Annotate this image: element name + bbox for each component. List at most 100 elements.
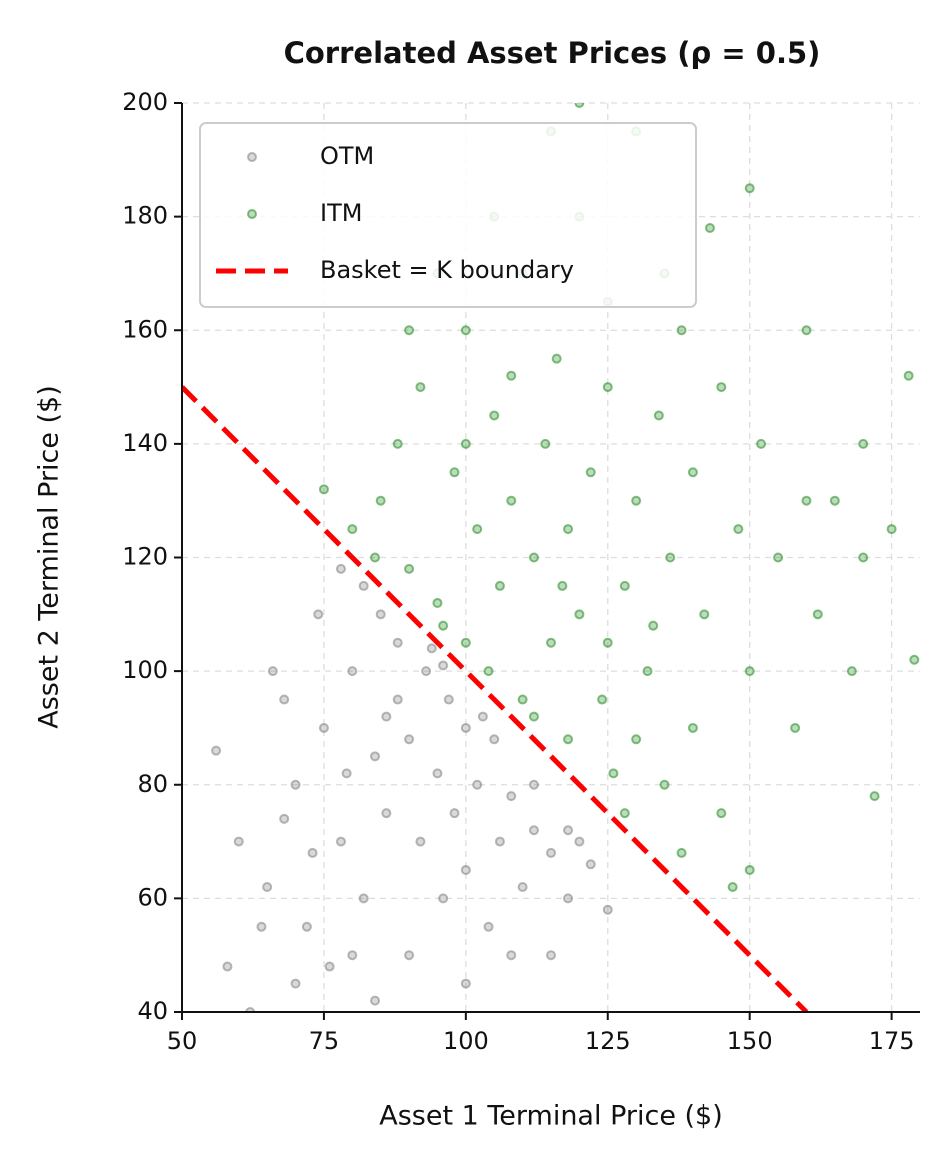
legend-label: ITM: [320, 199, 362, 227]
point: [370, 751, 381, 762]
y-tick-label: 100: [122, 656, 168, 684]
y-tick-label: 60: [137, 883, 168, 911]
y-tick-label: 120: [122, 543, 168, 571]
point: [432, 768, 443, 779]
point: [370, 995, 381, 1006]
point: [608, 768, 619, 779]
point: [528, 779, 539, 790]
point: [546, 637, 556, 648]
point: [602, 637, 613, 648]
point: [335, 836, 346, 847]
point: [460, 438, 471, 449]
point: [443, 694, 454, 705]
point: [370, 552, 381, 563]
y-axis-label: Asset 2 Terminal Price ($): [34, 385, 65, 729]
point: [307, 847, 318, 858]
point: [449, 808, 460, 819]
point: [886, 524, 897, 535]
point: [256, 921, 267, 932]
point: [392, 637, 403, 648]
point: [460, 722, 471, 733]
point: [472, 779, 483, 790]
point: [733, 524, 744, 535]
point: [381, 711, 392, 722]
point: [744, 864, 755, 875]
point: [324, 961, 335, 972]
point: [665, 552, 676, 563]
point: [563, 825, 574, 836]
point: [222, 961, 233, 972]
legend-label: Basket = K boundary: [320, 256, 574, 284]
point: [506, 370, 517, 381]
point: [716, 808, 727, 819]
point: [335, 563, 346, 574]
point: [267, 666, 278, 677]
point: [631, 734, 642, 745]
point: [375, 495, 386, 506]
point: [773, 552, 784, 563]
point: [438, 893, 449, 904]
y-tick-label: 200: [122, 88, 168, 116]
chart-title: Correlated Asset Prices (ρ = 0.5): [284, 36, 821, 70]
point: [546, 847, 556, 858]
point: [347, 666, 358, 677]
point: [460, 637, 471, 648]
point: [744, 183, 755, 194]
point: [392, 438, 403, 449]
point: [563, 524, 574, 535]
point: [426, 643, 437, 654]
point: [858, 438, 869, 449]
point: [279, 813, 290, 824]
point: [557, 580, 568, 591]
point: [460, 864, 471, 875]
point: [506, 495, 517, 506]
point: [358, 580, 369, 591]
point: [404, 563, 415, 574]
point: [642, 666, 653, 677]
point: [494, 836, 505, 847]
point: [347, 524, 358, 535]
point: [574, 836, 585, 847]
point: [585, 859, 596, 870]
point: [358, 893, 369, 904]
point: [517, 882, 528, 893]
x-tick-label: 75: [309, 1027, 340, 1055]
legend-box: [199, 122, 697, 308]
y-tick-label: 140: [122, 429, 168, 457]
point: [290, 978, 301, 989]
y-tick-label: 180: [122, 202, 168, 230]
x-tick-label: 175: [869, 1027, 915, 1055]
point: [438, 620, 449, 631]
point: [211, 745, 222, 756]
point: [619, 580, 630, 591]
y-tick-label: 40: [137, 997, 168, 1025]
point: [687, 722, 698, 733]
point: [404, 950, 415, 961]
point: [415, 836, 426, 847]
point: [404, 325, 415, 336]
point: [869, 791, 880, 802]
point: [318, 484, 329, 495]
legend-marker: [247, 152, 257, 162]
point: [676, 325, 687, 336]
point: [392, 694, 403, 705]
point: [494, 580, 505, 591]
x-tick-label: 50: [167, 1027, 198, 1055]
point: [262, 882, 273, 893]
point: [341, 768, 352, 779]
point: [648, 620, 659, 631]
point: [449, 467, 460, 478]
point: [415, 382, 426, 393]
point: [716, 382, 727, 393]
x-tick-label: 150: [727, 1027, 773, 1055]
point: [233, 836, 244, 847]
point: [858, 552, 869, 563]
point: [727, 882, 738, 893]
point: [483, 666, 494, 677]
point: [432, 597, 443, 608]
point: [704, 222, 715, 233]
point: [585, 467, 596, 478]
point: [602, 904, 613, 915]
legend-marker: [247, 209, 257, 219]
point: [563, 893, 574, 904]
